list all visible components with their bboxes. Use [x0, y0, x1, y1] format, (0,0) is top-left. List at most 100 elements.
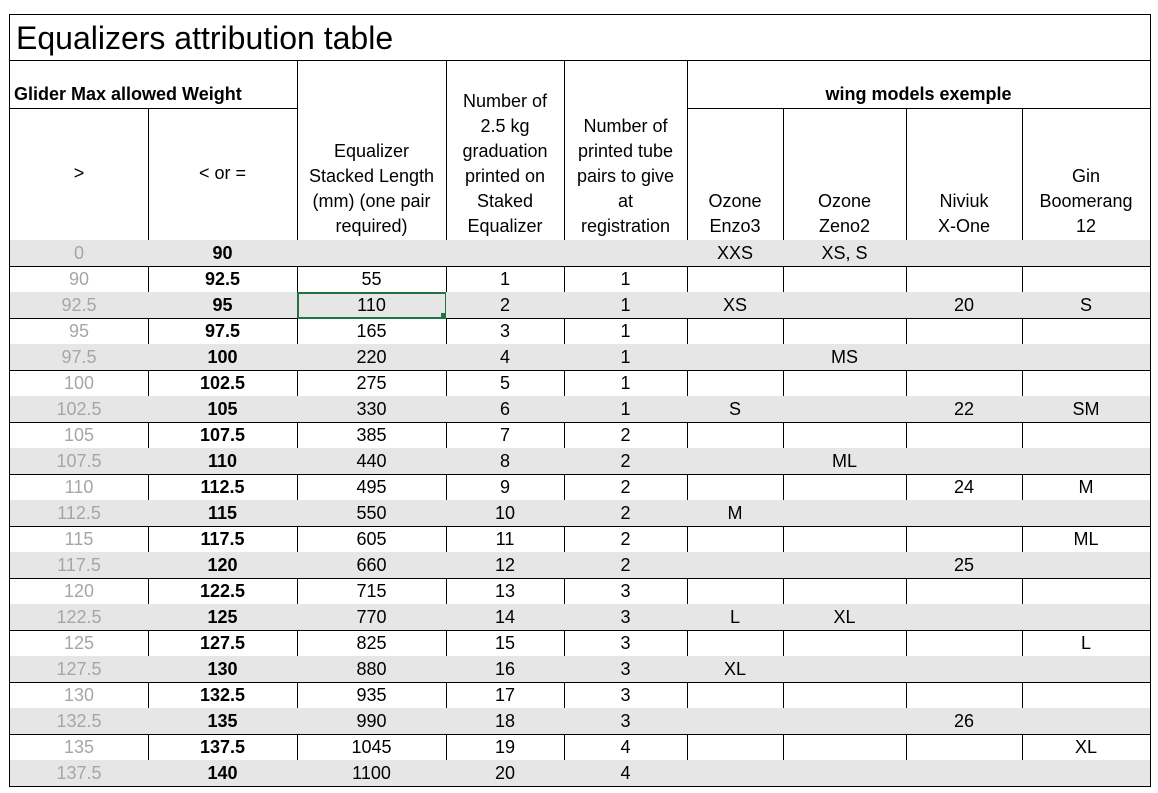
table-cell: 825	[297, 630, 447, 657]
cell-text: 2	[620, 554, 631, 575]
cell-text: 18	[494, 710, 516, 731]
cell-text: 11	[495, 528, 515, 549]
table-cell: 105	[10, 422, 149, 449]
table-cell	[906, 760, 1023, 787]
cell-text: 1	[620, 294, 631, 315]
cell-text: 440	[356, 450, 387, 471]
table-cell: 6	[446, 396, 565, 423]
column-header: >	[10, 108, 149, 241]
table-cell: 112.5	[148, 474, 298, 501]
table-cell: 107.5	[148, 422, 298, 449]
table-cell: XL	[783, 604, 907, 631]
table-cell	[687, 318, 784, 345]
table-cell	[687, 370, 784, 397]
table-cell	[783, 318, 907, 345]
table-cell: 92.5	[148, 266, 298, 293]
table-cell: 14	[446, 604, 565, 631]
cell-text: 495	[356, 476, 387, 497]
cell-text: 6	[499, 398, 510, 419]
cell-text: 97.5	[204, 320, 241, 341]
cell-text: 20	[494, 762, 516, 783]
cell-text: 92.5	[204, 268, 241, 289]
table-cell: ML	[1022, 526, 1151, 553]
table-cell: 11	[446, 526, 565, 553]
table-cell: 16	[446, 656, 565, 683]
cell-text: 220	[356, 346, 387, 367]
cell-text: Number of printed tube pairs to give at …	[576, 116, 675, 236]
table-cell: 19	[446, 734, 565, 761]
table-cell	[783, 734, 907, 761]
table-cell	[687, 630, 784, 657]
table-cell: 4	[564, 760, 688, 787]
table-cell: 105	[148, 396, 298, 423]
cell-text: 3	[499, 320, 510, 341]
column-header: Ozone Enzo3	[687, 108, 784, 241]
table-cell: 132.5	[148, 682, 298, 709]
cell-text: 2	[620, 476, 631, 497]
cell-text: 13	[494, 580, 516, 601]
table-cell: 605	[297, 526, 447, 553]
cell-text: 132.5	[199, 684, 246, 705]
cell-text: 117.5	[57, 554, 101, 575]
table-cell: 2	[564, 526, 688, 553]
table-cell: 3	[564, 578, 688, 605]
table-cell: 4	[446, 344, 565, 371]
cell-text: M	[1078, 476, 1094, 497]
table-cell: 3	[564, 656, 688, 683]
cell-text: 7	[499, 424, 510, 445]
cell-text: 715	[356, 580, 387, 601]
table-cell: 92.5	[10, 292, 149, 319]
table-cell	[1022, 370, 1151, 397]
table-cell	[1022, 266, 1151, 293]
table-cell	[1022, 760, 1151, 787]
cell-text: L	[1080, 632, 1091, 653]
cell-text: 3	[620, 606, 631, 627]
cell-text: 2	[620, 502, 631, 523]
cell-text: Equalizer Stacked Length (mm) (one pair …	[308, 141, 435, 236]
table-cell	[783, 474, 907, 501]
cell-text: Number of 2.5 kg graduation printed on S…	[462, 91, 548, 236]
table-cell: 715	[297, 578, 447, 605]
table-cell: 122.5	[148, 578, 298, 605]
table-cell	[687, 708, 784, 735]
cell-text: >	[73, 163, 85, 183]
table-cell: XL	[1022, 734, 1151, 761]
cell-text: L	[729, 606, 740, 627]
table-cell: 100	[148, 344, 298, 371]
cell-text: 1045	[351, 736, 392, 757]
table-cell	[783, 526, 907, 553]
table-cell	[687, 422, 784, 449]
table-cell: XS	[687, 292, 784, 319]
table-cell: 550	[297, 500, 447, 527]
cell-text: 115	[64, 528, 94, 549]
cell-text: 12	[494, 554, 516, 575]
cell-text: 19	[494, 736, 516, 757]
table-cell: MS	[783, 344, 907, 371]
table-cell	[1022, 604, 1151, 631]
cell-text: 385	[356, 424, 387, 445]
table-cell	[1022, 656, 1151, 683]
cell-text: 140	[207, 762, 238, 783]
cell-text: 102.5	[199, 372, 246, 393]
cell-text: 26	[953, 710, 975, 731]
cell-text: XL	[723, 658, 747, 679]
cell-text: 112.5	[200, 476, 245, 497]
cell-text: 55	[361, 268, 382, 289]
table-cell	[1022, 682, 1151, 709]
cell-text: 15	[494, 632, 516, 653]
wing-group-header: wing models exemple	[687, 60, 1151, 109]
cell-text: 132.5	[56, 710, 102, 731]
table-cell: 110	[148, 448, 298, 475]
table-cell	[906, 526, 1023, 553]
column-header: Niviuk X-One	[906, 108, 1023, 241]
cell-text: 95	[68, 320, 90, 341]
table-cell: 25	[906, 552, 1023, 579]
cell-text: 3	[620, 580, 631, 601]
cell-text: 990	[356, 710, 387, 731]
table-cell	[783, 682, 907, 709]
table-cell	[687, 448, 784, 475]
cell-text: Ozone Enzo3	[708, 191, 762, 236]
cell-text: 17	[494, 684, 516, 705]
table-cell: 110	[297, 292, 447, 319]
table-cell: 55	[297, 266, 447, 293]
